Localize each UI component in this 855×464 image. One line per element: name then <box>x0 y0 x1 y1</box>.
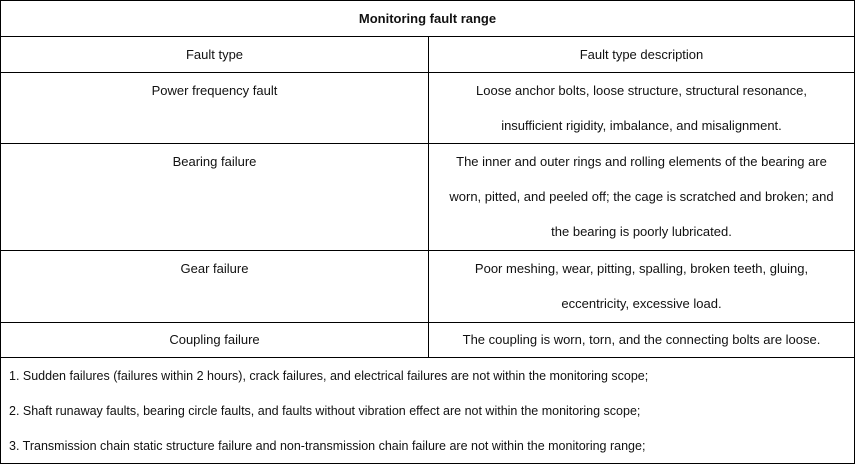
header-fault-type: Fault type <box>185 47 244 62</box>
row-type: Power frequency fault <box>151 83 278 98</box>
row-description: The inner and outer rings and rolling el… <box>429 144 854 249</box>
divider <box>1 36 854 37</box>
row-type: Gear failure <box>180 261 249 276</box>
row-description: Loose anchor bolts, loose structure, str… <box>429 73 854 143</box>
divider <box>1 250 854 251</box>
description-line: Poor meshing, wear, pitting, spalling, b… <box>474 261 809 276</box>
divider <box>1 322 854 323</box>
divider <box>1 357 854 358</box>
note-3: 3. Transmission chain static structure f… <box>9 439 646 453</box>
row-type: Bearing failure <box>172 154 257 169</box>
row-description: The coupling is worn, torn, and the conn… <box>429 322 854 357</box>
header-fault-description: Fault type description <box>579 47 704 62</box>
note-2: 2. Shaft runaway faults, bearing circle … <box>9 404 641 418</box>
column-divider <box>428 36 429 357</box>
description-line: the bearing is poorly lubricated. <box>551 224 732 239</box>
divider <box>1 72 854 73</box>
note-1: 1. Sudden failures (failures within 2 ho… <box>9 369 649 383</box>
divider <box>1 143 854 144</box>
row-type: Coupling failure <box>169 332 260 347</box>
description-line: insufficient rigidity, imbalance, and mi… <box>501 118 782 133</box>
description-line: Loose anchor bolts, loose structure, str… <box>476 83 807 98</box>
description-line: The inner and outer rings and rolling el… <box>456 154 827 169</box>
description-line: worn, pitted, and peeled off; the cage i… <box>449 189 834 204</box>
description-line: The coupling is worn, torn, and the conn… <box>462 332 821 347</box>
row-description: Poor meshing, wear, pitting, spalling, b… <box>429 251 854 321</box>
table-title: Monitoring fault range <box>358 11 497 26</box>
description-line: eccentricity, excessive load. <box>561 296 722 311</box>
